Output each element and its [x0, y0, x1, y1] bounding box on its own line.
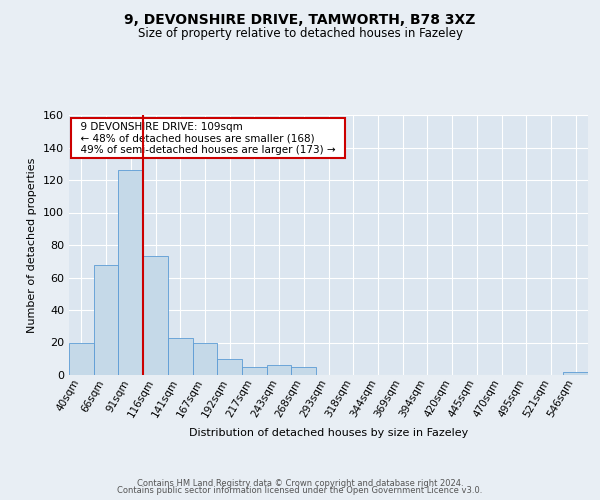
Bar [118, 170, 143, 375]
Y-axis label: Number of detached properties: Number of detached properties [28, 158, 37, 332]
Text: 9, DEVONSHIRE DRIVE, TAMWORTH, B78 3XZ: 9, DEVONSHIRE DRIVE, TAMWORTH, B78 3XZ [124, 12, 476, 26]
Text: Contains HM Land Registry data © Crown copyright and database right 2024.: Contains HM Land Registry data © Crown c… [137, 478, 463, 488]
X-axis label: Distribution of detached houses by size in Fazeley: Distribution of detached houses by size … [189, 428, 468, 438]
Text: 9 DEVONSHIRE DRIVE: 109sqm
  ← 48% of detached houses are smaller (168)
  49% of: 9 DEVONSHIRE DRIVE: 109sqm ← 48% of deta… [74, 122, 343, 154]
Bar [193, 342, 217, 375]
Text: Contains public sector information licensed under the Open Government Licence v3: Contains public sector information licen… [118, 486, 482, 495]
Bar [563, 372, 588, 375]
Text: Size of property relative to detached houses in Fazeley: Size of property relative to detached ho… [137, 28, 463, 40]
Bar [267, 365, 292, 375]
Bar [143, 256, 168, 375]
Bar [217, 359, 242, 375]
Bar [69, 342, 94, 375]
Bar [168, 338, 193, 375]
Bar [94, 264, 118, 375]
Bar [292, 367, 316, 375]
Bar [242, 367, 267, 375]
